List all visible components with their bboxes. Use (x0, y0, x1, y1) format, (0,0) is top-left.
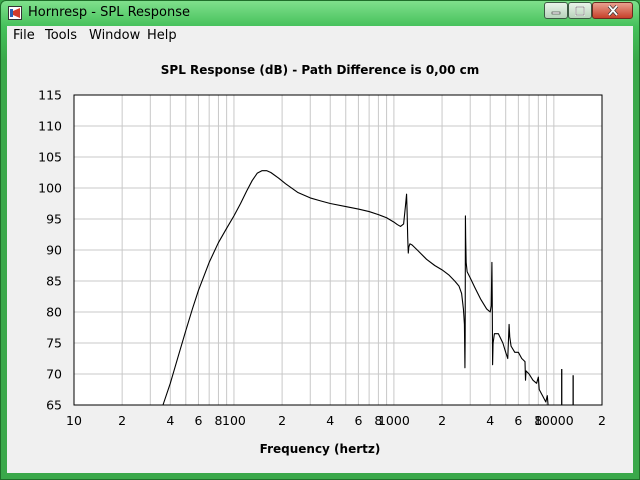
x-tick-label: 2 (598, 413, 606, 428)
y-tick-label: 70 (46, 367, 62, 382)
y-tick-label: 105 (38, 150, 62, 165)
x-tick-label: 2 (438, 413, 446, 428)
x-tick-label: 6 (194, 413, 202, 428)
x-tick-label: 10000 (534, 413, 574, 428)
menu-window[interactable]: Window (89, 28, 141, 43)
y-tick-label: 100 (38, 181, 62, 196)
x-tick-label: 8 (214, 413, 222, 428)
x-axis-label: Frequency (hertz) (259, 442, 381, 456)
menu-file[interactable]: File (13, 28, 35, 43)
spl-response-curve (162, 170, 549, 406)
x-tick-label: 4 (486, 413, 494, 428)
y-tick-label: 95 (46, 212, 62, 227)
maximize-icon (575, 5, 585, 16)
window-title: Hornresp - SPL Response (28, 5, 191, 20)
maximize-button[interactable] (568, 2, 592, 19)
x-tick-label: 2 (278, 413, 286, 428)
hornresp-app-icon[interactable] (8, 6, 22, 20)
y-tick-label: 80 (46, 305, 62, 320)
plot-frame (73, 94, 603, 406)
minimize-button[interactable] (544, 2, 568, 19)
x-tick-label: 4 (326, 413, 334, 428)
close-button[interactable] (592, 2, 633, 19)
title-bar[interactable]: Hornresp - SPL Response (1, 1, 639, 26)
x-tick-label: 6 (354, 413, 362, 428)
chart-title: SPL Response (dB) - Path Difference is 0… (160, 63, 480, 77)
x-tick-label: 8 (374, 413, 382, 428)
x-tick-label: 8 (534, 413, 542, 428)
x-tick-label: 2 (118, 413, 126, 428)
minimize-icon (551, 11, 561, 14)
x-tick-label: 1000 (378, 413, 410, 428)
y-tick-label: 110 (38, 119, 62, 134)
x-tick-label: 6 (514, 413, 522, 428)
menu-bar: File Tools Window Help (7, 26, 633, 46)
menu-tools[interactable]: Tools (45, 28, 78, 43)
menu-help[interactable]: Help (147, 28, 177, 43)
x-tick-label: 10 (66, 413, 82, 428)
y-tick-label: 90 (46, 243, 62, 258)
y-tick-label: 85 (46, 274, 62, 289)
y-tick-label: 115 (38, 88, 62, 103)
y-tick-label: 75 (46, 336, 62, 351)
x-tick-label: 100 (222, 413, 246, 428)
y-tick-label: 65 (46, 398, 62, 413)
close-icon (607, 5, 618, 16)
x-tick-label: 4 (166, 413, 174, 428)
